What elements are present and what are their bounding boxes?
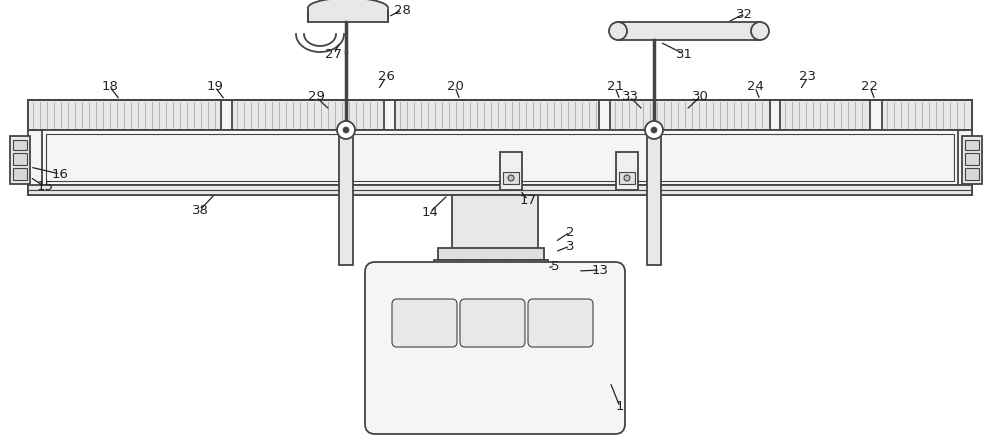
- Text: 18: 18: [102, 80, 118, 94]
- Bar: [10, 136, 30, 184]
- Bar: [434, 260, 548, 272]
- Bar: [780, 100, 870, 130]
- Bar: [232, 100, 384, 130]
- Text: 15: 15: [36, 180, 54, 194]
- Bar: [42, 130, 958, 185]
- Bar: [308, 8, 388, 22]
- Text: 16: 16: [52, 168, 68, 180]
- Bar: [339, 130, 353, 265]
- Circle shape: [645, 121, 663, 139]
- Text: 29: 29: [308, 91, 324, 103]
- Bar: [13, 140, 27, 150]
- FancyBboxPatch shape: [460, 299, 525, 347]
- Circle shape: [751, 22, 769, 40]
- Bar: [616, 152, 638, 190]
- Text: 32: 32: [736, 8, 753, 20]
- Text: 1: 1: [616, 400, 624, 414]
- Text: 23: 23: [800, 71, 816, 84]
- Bar: [500, 152, 522, 190]
- Text: 20: 20: [447, 80, 463, 94]
- Text: 28: 28: [394, 4, 410, 16]
- Text: 5: 5: [551, 259, 559, 273]
- Bar: [28, 100, 221, 130]
- Bar: [618, 22, 760, 40]
- Bar: [647, 130, 661, 265]
- Text: 2: 2: [566, 225, 574, 239]
- FancyBboxPatch shape: [528, 299, 593, 347]
- Text: 14: 14: [422, 206, 438, 218]
- Circle shape: [609, 22, 627, 40]
- Bar: [965, 140, 979, 150]
- Bar: [13, 153, 27, 165]
- Text: 21: 21: [606, 80, 624, 94]
- Bar: [395, 100, 599, 130]
- Bar: [13, 168, 27, 180]
- Text: 19: 19: [207, 80, 223, 94]
- Text: 22: 22: [862, 80, 879, 94]
- Bar: [962, 136, 982, 184]
- FancyBboxPatch shape: [365, 262, 625, 434]
- Bar: [965, 168, 979, 180]
- FancyBboxPatch shape: [392, 299, 457, 347]
- Circle shape: [508, 175, 514, 181]
- Text: 33: 33: [622, 91, 639, 103]
- Circle shape: [337, 121, 355, 139]
- Bar: [28, 100, 972, 195]
- Bar: [452, 195, 538, 250]
- Circle shape: [651, 127, 657, 133]
- Bar: [619, 172, 635, 184]
- Text: 31: 31: [676, 47, 692, 61]
- Bar: [503, 172, 519, 184]
- Text: 3: 3: [566, 240, 574, 252]
- Text: 17: 17: [520, 194, 536, 206]
- Circle shape: [343, 127, 349, 133]
- Circle shape: [624, 175, 630, 181]
- Text: 38: 38: [192, 203, 208, 217]
- Bar: [610, 100, 770, 130]
- Bar: [46, 134, 954, 181]
- Bar: [882, 100, 972, 130]
- Text: 27: 27: [326, 47, 342, 61]
- Text: 13: 13: [592, 263, 608, 277]
- Text: 24: 24: [747, 80, 763, 94]
- Bar: [28, 185, 972, 195]
- Text: 26: 26: [378, 71, 394, 84]
- Bar: [438, 248, 544, 260]
- Text: 30: 30: [692, 91, 708, 103]
- Bar: [965, 153, 979, 165]
